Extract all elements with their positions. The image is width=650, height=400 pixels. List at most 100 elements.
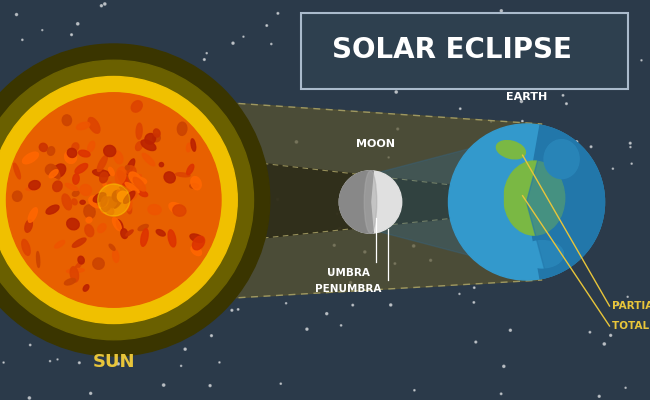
Point	[454, 291, 465, 297]
Ellipse shape	[64, 278, 75, 285]
Ellipse shape	[145, 134, 155, 144]
Ellipse shape	[504, 161, 565, 235]
Ellipse shape	[72, 143, 79, 151]
Text: EARTH: EARTH	[506, 92, 547, 102]
Ellipse shape	[176, 173, 190, 177]
Ellipse shape	[93, 193, 106, 202]
Ellipse shape	[177, 122, 187, 136]
Ellipse shape	[122, 173, 137, 183]
Ellipse shape	[118, 191, 128, 202]
Point	[24, 395, 34, 400]
Ellipse shape	[88, 141, 95, 152]
Point	[206, 108, 216, 114]
Point	[496, 8, 506, 14]
Point	[8, 250, 19, 256]
Ellipse shape	[125, 166, 129, 170]
Point	[471, 339, 481, 345]
Ellipse shape	[156, 230, 165, 236]
Point	[400, 196, 410, 202]
Point	[410, 387, 420, 394]
Ellipse shape	[72, 191, 79, 196]
Ellipse shape	[190, 184, 199, 188]
Point	[115, 85, 125, 91]
Ellipse shape	[109, 182, 116, 196]
Point	[176, 363, 187, 369]
Point	[613, 301, 623, 307]
Ellipse shape	[62, 194, 72, 210]
Point	[380, 22, 390, 28]
Ellipse shape	[39, 143, 47, 152]
Ellipse shape	[85, 225, 94, 237]
Ellipse shape	[114, 196, 124, 208]
Point	[316, 26, 326, 32]
Point	[520, 190, 530, 196]
Ellipse shape	[464, 155, 503, 241]
Point	[45, 358, 55, 364]
Point	[390, 260, 400, 267]
Ellipse shape	[84, 205, 95, 218]
Ellipse shape	[46, 205, 59, 214]
Ellipse shape	[77, 122, 90, 130]
Ellipse shape	[190, 234, 203, 242]
Point	[577, 37, 587, 44]
Point	[0, 359, 9, 366]
Point	[332, 210, 343, 217]
Ellipse shape	[53, 164, 66, 178]
Point	[384, 201, 395, 208]
Ellipse shape	[73, 174, 79, 184]
Ellipse shape	[169, 202, 185, 215]
Point	[202, 50, 212, 56]
Point	[65, 56, 75, 62]
Circle shape	[0, 60, 254, 340]
Ellipse shape	[112, 218, 122, 231]
Ellipse shape	[115, 167, 126, 184]
Point	[391, 89, 402, 95]
Point	[586, 144, 596, 150]
Ellipse shape	[83, 285, 89, 291]
Text: MOON: MOON	[356, 139, 395, 149]
Ellipse shape	[127, 203, 132, 214]
Point	[276, 380, 286, 387]
Point	[505, 327, 515, 334]
Point	[612, 46, 622, 52]
Point	[520, 133, 530, 139]
Point	[558, 92, 568, 98]
Point	[499, 363, 509, 370]
Ellipse shape	[521, 241, 564, 268]
Point	[408, 243, 419, 249]
Wedge shape	[526, 127, 604, 277]
FancyBboxPatch shape	[301, 13, 629, 89]
Point	[25, 342, 35, 348]
Point	[384, 154, 394, 161]
Circle shape	[0, 44, 270, 356]
Point	[452, 180, 462, 186]
Point	[214, 359, 225, 366]
Point	[261, 22, 272, 29]
Ellipse shape	[66, 268, 84, 273]
Ellipse shape	[106, 186, 120, 196]
Point	[28, 148, 38, 154]
Point	[248, 177, 258, 184]
Ellipse shape	[98, 156, 107, 172]
Point	[469, 284, 480, 291]
Ellipse shape	[78, 256, 84, 264]
Point	[577, 73, 588, 79]
Point	[458, 15, 469, 22]
Point	[585, 329, 595, 336]
Point	[266, 41, 276, 47]
Point	[525, 250, 535, 256]
Ellipse shape	[98, 224, 106, 232]
Ellipse shape	[104, 145, 116, 157]
Circle shape	[448, 124, 604, 280]
Point	[193, 70, 203, 76]
Ellipse shape	[12, 191, 22, 201]
Point	[333, 38, 343, 44]
Ellipse shape	[131, 101, 142, 112]
Circle shape	[339, 171, 402, 233]
Point	[594, 393, 604, 400]
Ellipse shape	[23, 152, 38, 164]
Circle shape	[6, 93, 221, 307]
Ellipse shape	[107, 208, 114, 215]
Ellipse shape	[68, 148, 77, 158]
Point	[329, 242, 339, 248]
